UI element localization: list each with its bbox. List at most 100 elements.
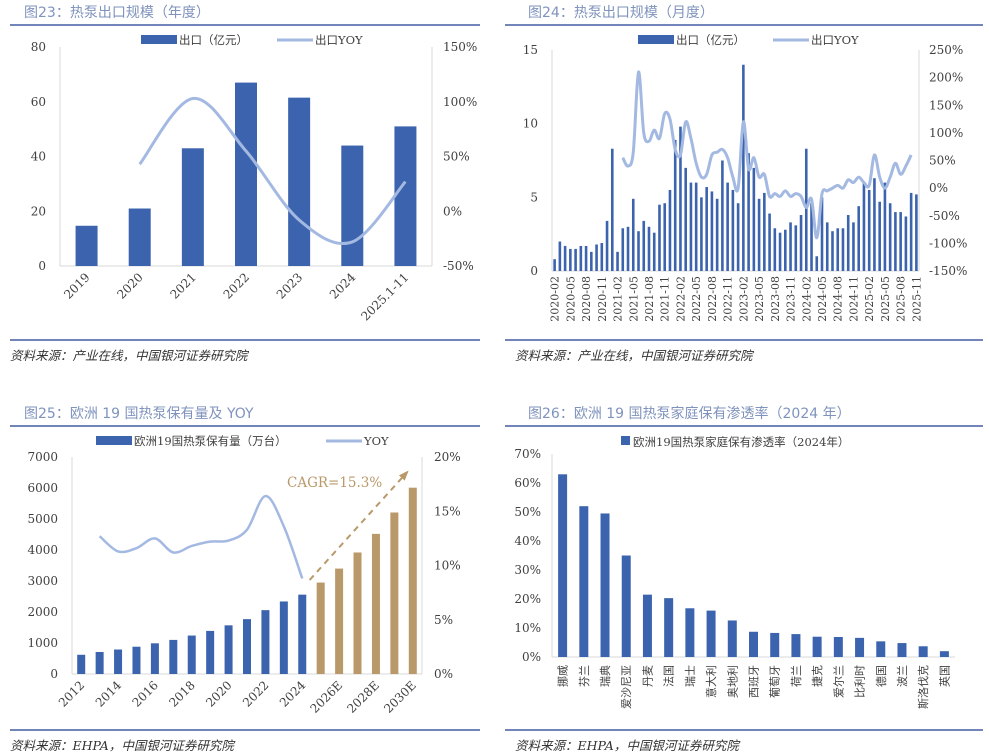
source-note: 资料来源：EHPA，中国银河证券研究院: [10, 738, 234, 753]
y-tick-label: 40: [31, 150, 46, 164]
y2-tick-label: 0%: [434, 667, 453, 681]
x-tick-label: 2024-11: [847, 276, 860, 322]
bar: [784, 229, 787, 271]
bar: [855, 637, 865, 657]
bar: [710, 191, 714, 271]
x-tick-label: 2022: [240, 678, 271, 709]
bar: [904, 216, 908, 271]
x-tick-label: 荷兰: [790, 665, 803, 687]
title-rule: [505, 24, 983, 26]
bar: [727, 620, 737, 657]
title-rule: [505, 425, 983, 427]
y2-tick-label: -50%: [929, 209, 960, 223]
y-tick-label: 3000: [27, 574, 58, 588]
bar: [563, 245, 567, 271]
legend-label: 出口（亿元）: [676, 33, 745, 47]
x-tick-label: 2018: [166, 678, 197, 709]
x-tick-label: 2020-11: [596, 276, 609, 322]
y-tick-label: 7000: [27, 450, 58, 464]
bar: [685, 608, 695, 657]
y2-tick-label: 20%: [434, 450, 461, 464]
bar: [132, 646, 141, 674]
x-tick-label: 2023-02: [737, 276, 750, 322]
bar: [288, 97, 311, 266]
bar: [715, 198, 719, 271]
bar: [642, 594, 652, 657]
bar: [778, 232, 782, 271]
bar: [815, 256, 819, 271]
y2-tick-label: 15%: [434, 504, 461, 518]
y-tick-label: 80: [31, 40, 46, 54]
bar: [876, 641, 886, 657]
bar: [747, 153, 750, 271]
x-tick-label: 2021-02: [612, 276, 625, 322]
bar: [95, 651, 104, 674]
y2-tick-label: 100%: [929, 126, 963, 140]
y2-tick-label: 50%: [929, 154, 956, 168]
bar: [873, 178, 876, 271]
bar: [114, 649, 123, 674]
bar: [664, 598, 674, 657]
bar: [689, 182, 693, 271]
bar: [721, 160, 724, 271]
x-tick-label: 2022-11: [722, 276, 735, 322]
x-tick-label: 2023-05: [753, 276, 766, 322]
y-tick-label: 0: [50, 667, 58, 681]
bar: [652, 232, 656, 271]
legend-swatch-bar: [141, 35, 177, 44]
bar: [763, 192, 766, 271]
source-note: 资料来源：EHPA，中国银河证券研究院: [515, 738, 739, 753]
bar: [894, 212, 897, 271]
bar: [833, 636, 843, 657]
chart-annual-export: 0 20 40 60 80 -50% 0% 50% 100% 150% 2019 2020 2021 20…: [31, 33, 478, 323]
bar: [812, 636, 822, 657]
y2-tick-label: 50%: [443, 150, 470, 164]
bar: [799, 215, 803, 271]
bar: [742, 64, 745, 271]
x-tick-label: 波兰: [896, 665, 909, 687]
x-tick-label: 2024-02: [800, 276, 813, 322]
source-rule: [505, 339, 983, 341]
bar: [579, 245, 583, 271]
y2-tick-label: 150%: [443, 40, 477, 54]
bar: [820, 197, 824, 271]
yoy-line: [138, 96, 407, 245]
bar: [128, 208, 151, 266]
x-tick-label: 2024-08: [832, 276, 845, 322]
y-tick-label: 20%: [514, 592, 541, 606]
x-tick-label: 2025.1-11: [358, 270, 411, 323]
bar: [77, 654, 86, 674]
y2-tick-label: 0%: [443, 204, 462, 218]
cagr-arrow: [308, 471, 409, 581]
x-tick-label: 丹麦: [641, 665, 654, 687]
y2-tick-label: 200%: [929, 71, 963, 85]
legend-label: 欧洲19国热泵家庭保有渗透率（2024年）: [633, 435, 849, 449]
bar: [810, 203, 813, 271]
bar: [804, 148, 808, 271]
y-tick-label: 0%: [522, 650, 541, 664]
bar: [626, 226, 630, 271]
bar: [621, 555, 631, 657]
bar: [694, 182, 698, 271]
bar: [235, 82, 257, 267]
x-tick-label: 挪威: [556, 665, 570, 687]
bar: [846, 215, 850, 271]
bar: [757, 198, 761, 271]
x-tick-label: 2020-02: [549, 276, 562, 322]
bar: [558, 474, 568, 657]
x-tick-label: 2021-11: [659, 276, 672, 322]
legend-swatch-bar: [621, 436, 630, 445]
forecast-bar: [335, 568, 344, 674]
y-tick-label: 0: [38, 259, 46, 273]
forecast-bar: [353, 552, 362, 674]
y2-tick-label: 150%: [929, 98, 963, 112]
legend-label: 欧洲19国热泵保有量（万台）: [134, 434, 287, 448]
chart-monthly-export: 0 5 10 15 -150% -100% -50% 0% 50% 100% 150% 200% 250…: [523, 33, 968, 322]
legend-swatch-bar: [638, 35, 674, 44]
bar: [852, 222, 855, 271]
bar: [857, 206, 861, 271]
source-note: 资料来源：产业在线，中国银河证券研究院: [10, 348, 248, 363]
bar: [831, 231, 834, 271]
y-tick-label: 0: [530, 264, 538, 278]
bar: [939, 651, 949, 657]
